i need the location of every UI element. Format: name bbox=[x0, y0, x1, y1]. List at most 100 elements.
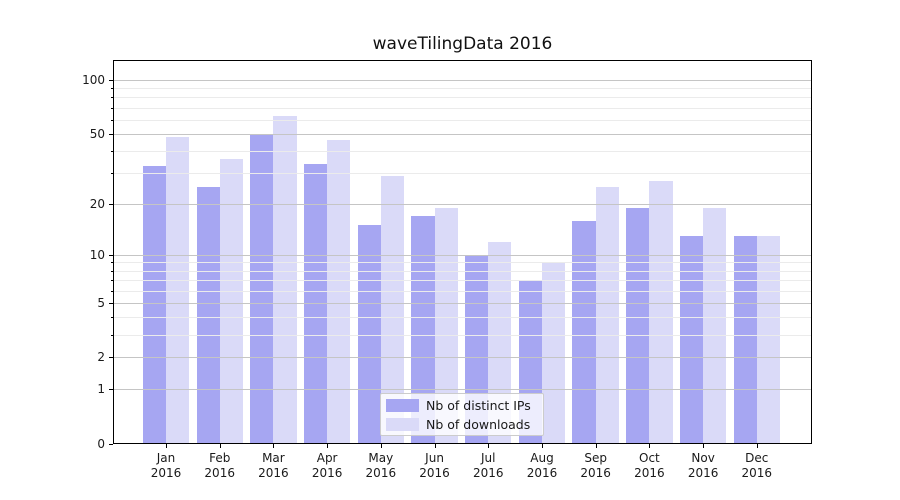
bar-downloads-feb bbox=[219, 159, 243, 444]
y-tick-label-10: 10 bbox=[89, 247, 105, 262]
year-label: 2016 bbox=[741, 466, 773, 480]
x-tick-feb bbox=[219, 444, 221, 448]
major-gridline-1 bbox=[113, 389, 812, 391]
y-tick-label-100: 100 bbox=[82, 72, 105, 87]
month-label: Dec bbox=[745, 451, 769, 465]
minor-gridline-90 bbox=[113, 88, 812, 90]
minor-gridline-40 bbox=[113, 151, 812, 153]
year-label: 2016 bbox=[419, 466, 450, 480]
x-tick-jun bbox=[434, 444, 436, 448]
x-tick-label-jun: Jun 2016 bbox=[404, 451, 466, 481]
y-tick-50 bbox=[109, 133, 113, 135]
y-minor-tick-6 bbox=[111, 290, 113, 292]
year-label: 2016 bbox=[687, 466, 719, 480]
major-gridline-10 bbox=[113, 254, 812, 256]
minor-gridline-7 bbox=[113, 279, 812, 281]
x-tick-label-jan: Jan 2016 bbox=[135, 451, 197, 481]
major-gridline-20 bbox=[113, 203, 812, 205]
minor-gridline-3 bbox=[113, 334, 812, 336]
x-tick-label-sep: Sep 2016 bbox=[565, 451, 627, 481]
bar-distinct-ips-oct bbox=[626, 207, 650, 444]
legend-row-distinct-ips: Nb of distinct IPs bbox=[386, 397, 538, 413]
minor-gridline-6 bbox=[113, 290, 812, 292]
x-tick-dec bbox=[756, 444, 758, 448]
month-label: Jan bbox=[156, 451, 176, 465]
minor-gridline-80 bbox=[113, 97, 812, 99]
y-tick-20 bbox=[109, 203, 113, 205]
y-tick-100 bbox=[109, 79, 113, 81]
major-gridline-5 bbox=[113, 302, 812, 304]
x-tick-label-mar: Mar 2016 bbox=[242, 451, 304, 481]
month-label: Sep bbox=[584, 451, 607, 465]
minor-gridline-4 bbox=[113, 317, 812, 319]
legend-row-downloads: Nb of downloads bbox=[386, 416, 538, 432]
bar-downloads-sep bbox=[595, 187, 619, 444]
bar-distinct-ips-jan bbox=[142, 165, 166, 444]
bar-distinct-ips-feb bbox=[196, 187, 220, 444]
x-tick-mar bbox=[273, 444, 275, 448]
bar-distinct-ips-sep bbox=[572, 220, 596, 444]
minor-gridline-9 bbox=[113, 262, 812, 264]
x-tick-label-dec: Dec 2016 bbox=[726, 451, 788, 481]
legend-swatch-downloads bbox=[386, 417, 419, 431]
chart-title: waveTilingData 2016 bbox=[372, 34, 553, 54]
y-minor-tick-90 bbox=[111, 88, 113, 90]
x-tick-label-jul: Jul 2016 bbox=[457, 451, 519, 481]
x-tick-may bbox=[380, 444, 382, 448]
y-tick-10 bbox=[109, 254, 113, 256]
y-tick-5 bbox=[109, 302, 113, 304]
x-tick-aug bbox=[541, 444, 543, 448]
y-tick-label-5: 5 bbox=[97, 295, 105, 310]
bar-downloads-jun bbox=[434, 207, 458, 444]
legend-label-downloads: Nb of downloads bbox=[426, 416, 531, 432]
month-label: Jul bbox=[481, 451, 496, 465]
x-tick-label-feb: Feb 2016 bbox=[189, 451, 251, 481]
x-tick-label-aug: Aug 2016 bbox=[511, 451, 573, 481]
month-label: Jun bbox=[425, 451, 444, 465]
major-gridline-50 bbox=[113, 133, 812, 135]
x-tick-jul bbox=[488, 444, 490, 448]
x-tick-sep bbox=[595, 444, 597, 448]
year-label: 2016 bbox=[204, 466, 235, 480]
y-tick-0 bbox=[109, 444, 113, 445]
month-label: May bbox=[368, 451, 394, 465]
y-tick-2 bbox=[109, 357, 113, 359]
bar-downloads-dec bbox=[756, 235, 780, 444]
major-gridline-2 bbox=[113, 357, 812, 359]
y-minor-tick-8 bbox=[111, 270, 113, 272]
bar-distinct-ips-nov bbox=[679, 235, 704, 444]
y-minor-tick-40 bbox=[111, 151, 113, 153]
y-minor-tick-80 bbox=[111, 97, 113, 99]
month-label: Apr bbox=[316, 451, 338, 465]
y-minor-tick-7 bbox=[111, 279, 113, 281]
y-tick-label-1: 1 bbox=[97, 382, 105, 397]
bar-downloads-aug bbox=[541, 262, 566, 444]
y-minor-tick-9 bbox=[111, 262, 113, 264]
legend: Nb of distinct IPs Nb of downloads bbox=[380, 393, 544, 436]
x-tick-label-apr: Apr 2016 bbox=[296, 451, 358, 481]
bar-distinct-ips-jun bbox=[411, 216, 435, 444]
y-tick-label-50: 50 bbox=[89, 126, 105, 141]
minor-gridline-60 bbox=[113, 119, 812, 121]
year-label: 2016 bbox=[365, 466, 397, 480]
bar-distinct-ips-mar bbox=[250, 135, 274, 444]
year-label: 2016 bbox=[258, 466, 289, 480]
year-label: 2016 bbox=[311, 466, 343, 480]
y-minor-tick-30 bbox=[111, 173, 113, 175]
x-tick-jan bbox=[166, 444, 167, 448]
y-minor-tick-60 bbox=[111, 119, 113, 121]
x-tick-oct bbox=[649, 444, 651, 448]
month-label: Mar bbox=[262, 451, 285, 465]
bar-distinct-ips-apr bbox=[303, 163, 328, 444]
y-minor-tick-3 bbox=[111, 334, 113, 336]
year-label: 2016 bbox=[472, 466, 504, 480]
month-label: Aug bbox=[530, 451, 554, 465]
x-tick-nov bbox=[703, 444, 705, 448]
y-minor-tick-70 bbox=[111, 107, 113, 109]
bar-downloads-oct bbox=[649, 181, 673, 444]
y-minor-tick-4 bbox=[111, 317, 113, 319]
month-label: Feb bbox=[209, 451, 231, 465]
x-tick-label-nov: Nov 2016 bbox=[672, 451, 734, 481]
legend-label-distinct-ips: Nb of distinct IPs bbox=[426, 397, 531, 413]
